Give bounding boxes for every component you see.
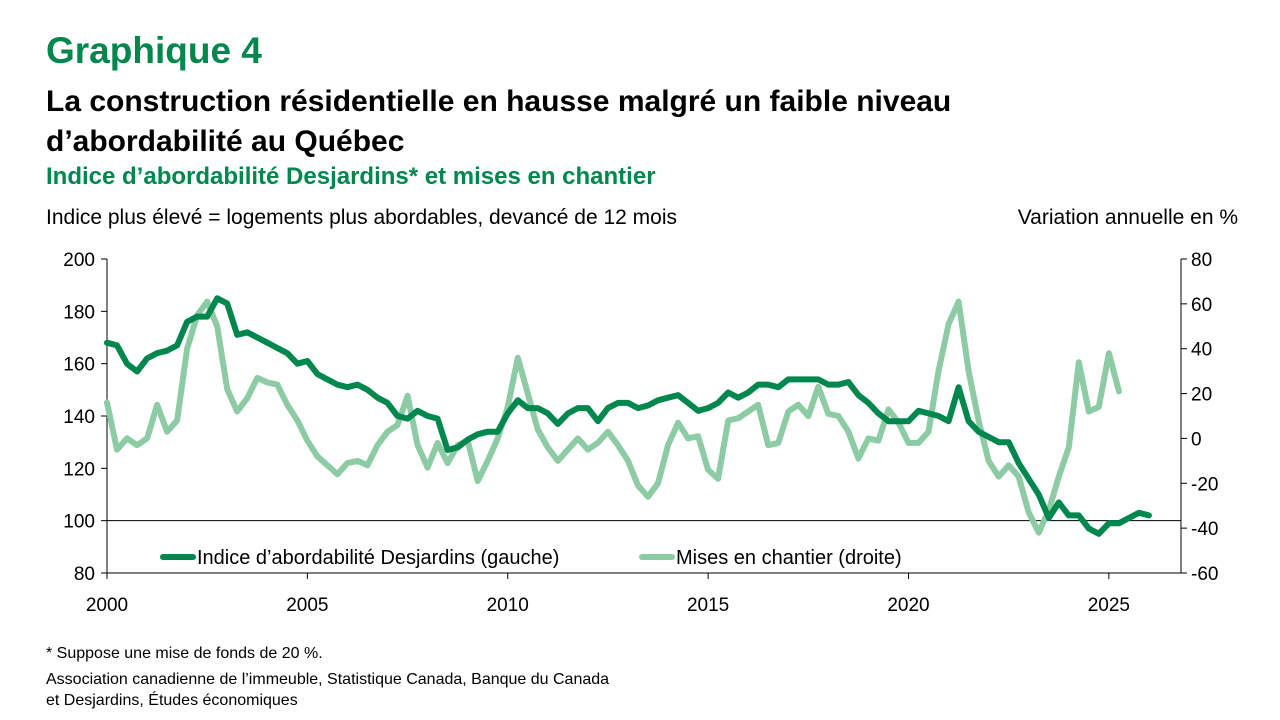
chart-subtitle: Indice d’abordabilité Desjardins* et mis… [46, 163, 656, 190]
tick-labels: 80 100 120 140 160 180 200 -60 -40 -20 0 20 40 60 80 20… [63, 250, 1218, 616]
x-tick-label: 2015 [687, 595, 729, 616]
series-line-housing-starts [104, 298, 1122, 536]
right-tick-label: 0 [1191, 429, 1202, 450]
x-tick-label: 2010 [487, 595, 529, 616]
right-tick-label: -40 [1191, 519, 1218, 540]
left-axis-label: Indice plus élevé = logements plus abord… [46, 206, 677, 229]
left-tick-label: 140 [63, 407, 95, 428]
x-tick-label: 2025 [1088, 595, 1130, 616]
chart-title-line-2: d’abordabilité au Québec [46, 125, 405, 158]
series-line-affordability-index [104, 295, 1152, 537]
left-tick-label: 120 [63, 459, 95, 480]
series-lines [104, 295, 1152, 537]
left-tick-label: 100 [63, 512, 95, 533]
left-tick-label: 80 [74, 564, 95, 585]
right-tick-label: 60 [1191, 295, 1212, 316]
right-tick-label: 80 [1191, 250, 1212, 271]
axes [101, 258, 1187, 579]
left-tick-label: 200 [63, 250, 95, 271]
left-tick-label: 160 [63, 355, 95, 376]
right-tick-label: -60 [1191, 564, 1218, 585]
right-tick-label: 20 [1191, 385, 1212, 406]
chart-title-line-1: La construction résidentielle en hausse … [46, 85, 952, 118]
chart-title: La construction résidentielle en hausse … [46, 82, 1226, 162]
source-line-1: Association canadienne de l’immeuble, St… [46, 671, 610, 688]
x-tick-label: 2005 [286, 595, 328, 616]
graph-number: Graphique 4 [46, 30, 262, 71]
source: Association canadienne de l’immeuble, St… [46, 669, 609, 711]
x-tick-label: 2000 [86, 595, 128, 616]
right-tick-label: -20 [1191, 474, 1218, 495]
legend: Indice d’abordabilité Desjardins (gauche… [160, 547, 902, 569]
footnote: * Suppose une mise de fonds de 20 %. [46, 645, 323, 662]
legend-affordability-index-label: Indice d’abordabilité Desjardins (gauche… [197, 547, 559, 569]
right-tick-label: 40 [1191, 340, 1212, 361]
right-axis-label: Variation annuelle en % [1017, 206, 1238, 229]
legend-housing-starts-label: Mises en chantier (droite) [676, 547, 902, 569]
left-tick-label: 180 [63, 302, 95, 323]
x-tick-label: 2020 [887, 595, 929, 616]
source-line-2: et Desjardins, Études économiques [46, 692, 298, 709]
